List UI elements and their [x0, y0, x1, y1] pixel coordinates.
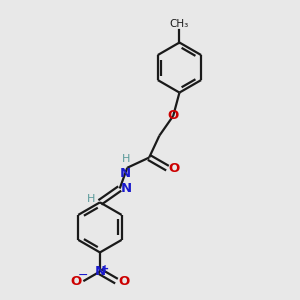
Text: O: O	[168, 110, 179, 122]
Text: +: +	[101, 264, 109, 274]
Text: H: H	[87, 194, 95, 204]
Text: O: O	[70, 274, 82, 288]
Text: N: N	[121, 182, 132, 195]
Text: O: O	[169, 162, 180, 175]
Text: N: N	[94, 265, 106, 278]
Text: O: O	[118, 274, 129, 288]
Text: H: H	[122, 154, 130, 164]
Text: N: N	[120, 167, 131, 181]
Text: CH₃: CH₃	[170, 19, 189, 29]
Text: −: −	[77, 269, 88, 282]
